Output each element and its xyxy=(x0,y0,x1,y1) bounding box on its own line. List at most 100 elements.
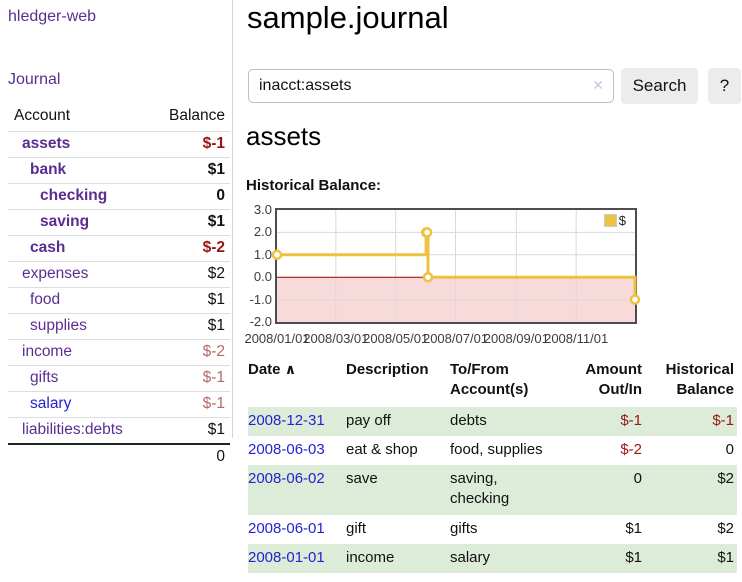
account-row: cash $-2 xyxy=(8,235,230,262)
chart-plot-area[interactable]: $ xyxy=(271,208,641,324)
transaction-amount-cell: $1 xyxy=(625,519,642,537)
search-input[interactable] xyxy=(248,69,614,103)
account-row: gifts $-1 xyxy=(8,365,230,392)
legend-label: $ xyxy=(618,213,626,228)
accounts-total-value: 0 xyxy=(152,443,230,470)
historical-balance-chart[interactable]: $3.0 2.0 1.0 0.0 -1.0 -2.0 2008/01/01 2008/03/0… xyxy=(244,202,642,350)
account-balance: $-2 xyxy=(202,239,225,256)
nav-journal-link[interactable]: Journal xyxy=(8,71,61,88)
transaction-row: 2008-06-02 save saving, checking 0 $2 xyxy=(248,465,737,515)
transaction-description-cell: income xyxy=(346,548,395,566)
transaction-description-cell: save xyxy=(346,470,378,487)
account-link[interactable]: saving xyxy=(40,213,90,230)
chart-data-point xyxy=(271,249,283,261)
account-row: liabilities:debts $1 xyxy=(8,418,230,445)
account-row: salary $-1 xyxy=(8,391,230,418)
transaction-date-link[interactable]: 2008-12-31 xyxy=(248,411,325,429)
account-balance: 0 xyxy=(216,187,225,204)
transaction-accounts-cell: debts xyxy=(450,411,487,429)
y-axis-tick-label: 1.0 xyxy=(253,246,272,262)
transaction-date-cell: 2008-06-02 xyxy=(248,465,346,515)
y-axis-tick-label: -2.0 xyxy=(249,314,272,329)
main-content: sample.journal ✕ Search ? assets Histori… xyxy=(244,0,742,582)
y-axis-tick-label: 2.0 xyxy=(253,224,272,240)
transaction-balance-cell: $1 xyxy=(717,548,734,566)
search-button[interactable]: Search xyxy=(621,68,698,104)
transaction-amount-cell: 0 xyxy=(633,470,642,487)
account-link[interactable]: liabilities:debts xyxy=(22,421,123,438)
chart-data-point xyxy=(422,271,434,283)
transaction-accounts-cell: food, supplies xyxy=(450,440,543,458)
account-balance: $-2 xyxy=(202,343,225,360)
x-axis-tick-label: 2008/03/01 xyxy=(303,331,369,346)
col-header-balance: Historical Balance xyxy=(665,361,734,399)
account-balance: $-1 xyxy=(202,369,225,386)
transaction-date-link[interactable]: 2008-06-02 xyxy=(248,470,325,487)
transaction-row: 2008-06-03 eat & shop food, supplies $-2 0 xyxy=(248,436,737,465)
transactions-table: Date ∧ Description To/From Account(s) Am… xyxy=(248,358,737,573)
search-form: ✕ Search ? xyxy=(248,68,741,104)
account-link[interactable]: cash xyxy=(30,239,66,256)
account-row: income $-2 xyxy=(8,339,230,366)
accounts-header-balance: Balance xyxy=(152,104,230,132)
account-balance: $1 xyxy=(207,161,225,178)
chart-data-point xyxy=(629,294,641,305)
account-link[interactable]: assets xyxy=(22,135,71,152)
account-row: food $1 xyxy=(8,287,230,314)
page-title: sample.journal xyxy=(247,0,449,35)
transaction-date-link[interactable]: 2008-06-01 xyxy=(248,519,325,537)
transaction-accounts-cell: gifts xyxy=(450,519,478,537)
transaction-balance-cell: $-1 xyxy=(712,411,734,429)
x-axis-tick-label: 2008/01/01 xyxy=(244,331,310,346)
y-axis-tick-label: 0.0 xyxy=(253,269,272,285)
account-link[interactable]: gifts xyxy=(30,369,59,386)
legend-swatch-icon xyxy=(603,214,617,227)
col-header-accounts: To/From Account(s) xyxy=(450,361,529,399)
transaction-accounts-cell: salary xyxy=(450,548,491,566)
account-link[interactable]: food xyxy=(30,291,61,308)
account-row: checking 0 xyxy=(8,183,230,210)
transaction-description-cell: pay off xyxy=(346,411,391,429)
y-axis-tick-label: 3.0 xyxy=(253,202,272,217)
account-link[interactable]: checking xyxy=(40,187,108,204)
account-link[interactable]: supplies xyxy=(30,317,87,334)
account-balance: $1 xyxy=(207,291,225,308)
account-link[interactable]: salary xyxy=(30,395,72,412)
transaction-amount-cell: $1 xyxy=(625,548,642,566)
account-link[interactable]: income xyxy=(22,343,72,360)
sidebar: hledger-web Journal Account Balance asse… xyxy=(0,0,232,470)
account-link[interactable]: bank xyxy=(30,161,67,178)
transaction-date-cell: 2008-06-01 xyxy=(248,515,346,544)
transaction-balance-cell: $2 xyxy=(717,519,734,537)
help-button[interactable]: ? xyxy=(708,68,741,104)
sidebar-divider xyxy=(232,0,233,438)
account-row: saving $1 xyxy=(8,209,230,236)
transaction-description-cell: eat & shop xyxy=(346,440,418,458)
transaction-amount-cell: $-2 xyxy=(620,440,642,458)
x-axis-tick-label: 2008/09/01 xyxy=(483,331,549,346)
transaction-balance-cell: 0 xyxy=(725,440,734,458)
clear-search-icon[interactable]: ✕ xyxy=(592,77,604,93)
transaction-date-link[interactable]: 2008-06-03 xyxy=(248,440,325,458)
account-balance: $-1 xyxy=(202,135,225,152)
transaction-date-link[interactable]: 2008-01-01 xyxy=(248,548,325,566)
account-link[interactable]: expenses xyxy=(22,265,89,282)
transaction-date-cell: 2008-01-01 xyxy=(248,544,346,573)
account-balance: $2 xyxy=(207,265,225,282)
col-header-amount: Amount Out/In xyxy=(585,361,642,399)
transaction-date-cell: 2008-12-31 xyxy=(248,407,346,436)
x-axis-tick-label: 2008/05/01 xyxy=(363,331,429,346)
col-header-description: Description xyxy=(346,361,429,378)
transaction-row: 2008-01-01 income salary $1 $1 xyxy=(248,543,737,573)
chart-legend: $ xyxy=(603,213,626,228)
account-row: bank $1 xyxy=(8,157,230,184)
app-title-link[interactable]: hledger-web xyxy=(8,8,97,25)
transaction-description-cell: gift xyxy=(346,519,367,537)
transaction-row: 2008-06-01 gift gifts $1 $2 xyxy=(248,515,737,544)
account-row: expenses $2 xyxy=(8,261,230,288)
accounts-header-account: Account xyxy=(8,104,153,132)
transaction-date-cell: 2008-06-03 xyxy=(248,436,346,465)
account-balance: $-1 xyxy=(202,395,225,412)
transaction-row: 2008-12-31 pay off debts $-1 $-1 xyxy=(248,406,737,436)
account-row: supplies $1 xyxy=(8,313,230,340)
